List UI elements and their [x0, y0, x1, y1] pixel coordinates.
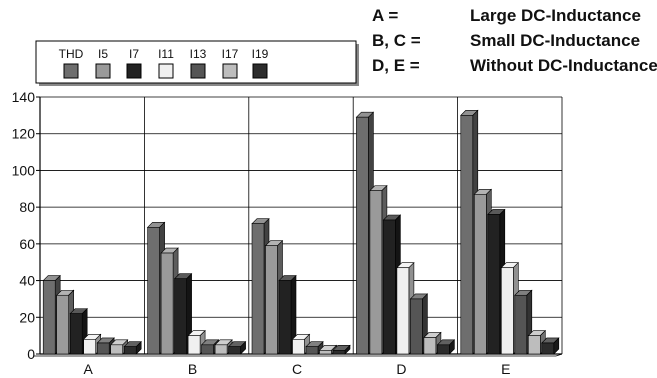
- y-tick-label: 60: [19, 236, 35, 252]
- bar-front-face: [187, 335, 201, 355]
- y-tick-label: 40: [19, 273, 35, 289]
- bar-front-face: [228, 346, 241, 355]
- bar-front-face: [292, 339, 305, 355]
- bar-front-face: [500, 267, 514, 355]
- bar-front-face: [541, 342, 555, 355]
- bar-front-face: [265, 245, 278, 355]
- legend-swatch: [190, 63, 206, 79]
- x-tick-label: E: [501, 361, 510, 377]
- legend-item-i17: I17: [222, 47, 239, 79]
- annotation-key: D, E =: [372, 56, 420, 75]
- bar-front-face: [437, 344, 450, 355]
- legend-label: I5: [98, 47, 108, 61]
- bar-front-face: [123, 346, 137, 355]
- y-tick-label: 100: [12, 162, 36, 178]
- y-axis: 0 20 40 60 80 100 120 140: [12, 89, 40, 362]
- annotation-key: B, C =: [372, 31, 421, 50]
- bar-front-face: [423, 337, 437, 355]
- bar-front-face: [369, 190, 383, 355]
- bar-front-face: [410, 298, 423, 355]
- bar-front-face: [514, 294, 528, 355]
- bar-front-face: [305, 346, 319, 355]
- bar-front-face: [160, 252, 174, 355]
- legend-item-i11: I11: [158, 47, 174, 79]
- bar-front-face: [56, 294, 70, 355]
- bar-front-face: [278, 280, 292, 355]
- y-tick-label: 140: [12, 89, 36, 105]
- y-tick-label: 0: [27, 346, 35, 362]
- bar-i17-d: [423, 331, 442, 355]
- bar-front-face: [396, 267, 410, 355]
- legend-swatch: [126, 63, 142, 79]
- annotation-value: Without DC-Inductance: [470, 56, 657, 75]
- bar-front-face: [251, 223, 265, 355]
- bar-i19-d: [436, 339, 456, 355]
- bar-front-face: [473, 193, 487, 355]
- bar-front-face: [174, 278, 187, 355]
- bar-front-face: [332, 350, 346, 355]
- bar-i19-c: [332, 344, 351, 355]
- bar-front-face: [527, 335, 541, 355]
- bar-front-face: [147, 227, 160, 355]
- bar-front-face: [383, 219, 396, 355]
- legend-label: I17: [222, 47, 239, 61]
- legend: THD I5 I7 I11 I13 I17 I19: [35, 40, 359, 86]
- bar-front-face: [356, 116, 369, 355]
- bar-i19-b: [227, 340, 247, 355]
- bar-i19-e: [541, 337, 560, 355]
- bar-front-face: [214, 344, 228, 355]
- bar-front-face: [96, 342, 110, 355]
- bar-front-face: [110, 344, 123, 355]
- legend-swatch: [222, 63, 238, 79]
- y-tick-label: 80: [19, 199, 35, 215]
- legend-label: I13: [190, 47, 207, 61]
- bar-i19-a: [123, 340, 142, 355]
- legend-item-i13: I13: [190, 47, 207, 79]
- bar-front-face: [319, 350, 332, 355]
- x-tick-label: C: [292, 361, 302, 377]
- legend-swatch: [158, 63, 174, 79]
- legend-item-i5: I5: [95, 47, 111, 79]
- legend-label: I19: [252, 47, 269, 61]
- bar-front-face: [42, 280, 56, 355]
- legend-item-thd: THD: [59, 47, 84, 79]
- legend-label: THD: [59, 47, 84, 61]
- legend-swatch: [63, 63, 79, 79]
- legend-item-i19: I19: [252, 47, 269, 79]
- bar-front-face: [460, 115, 474, 355]
- y-tick-label: 120: [12, 126, 36, 142]
- y-tick-label: 20: [19, 309, 35, 325]
- annotation-value: Large DC-Inductance: [470, 6, 641, 25]
- bars: [42, 109, 560, 355]
- x-tick-label: A: [84, 361, 94, 377]
- bar-front-face: [83, 339, 96, 355]
- bar-i7-c: [278, 274, 297, 355]
- floor-side-edge: [555, 353, 563, 357]
- annotation-value: Small DC-Inductance: [470, 31, 641, 50]
- legend-item-i7: I7: [126, 47, 142, 79]
- bar-front-face: [201, 344, 214, 355]
- legend-swatch: [252, 63, 268, 79]
- legend-label: I7: [129, 47, 139, 61]
- bar-front-face: [487, 214, 501, 355]
- bar-i13-d: [409, 293, 429, 355]
- bar-front-face: [69, 313, 83, 355]
- x-tick-label: B: [188, 361, 197, 377]
- legend-swatch: [95, 63, 111, 79]
- annotation-key: A =: [372, 6, 399, 25]
- x-tick-label: D: [396, 361, 406, 377]
- legend-label: I11: [158, 47, 174, 61]
